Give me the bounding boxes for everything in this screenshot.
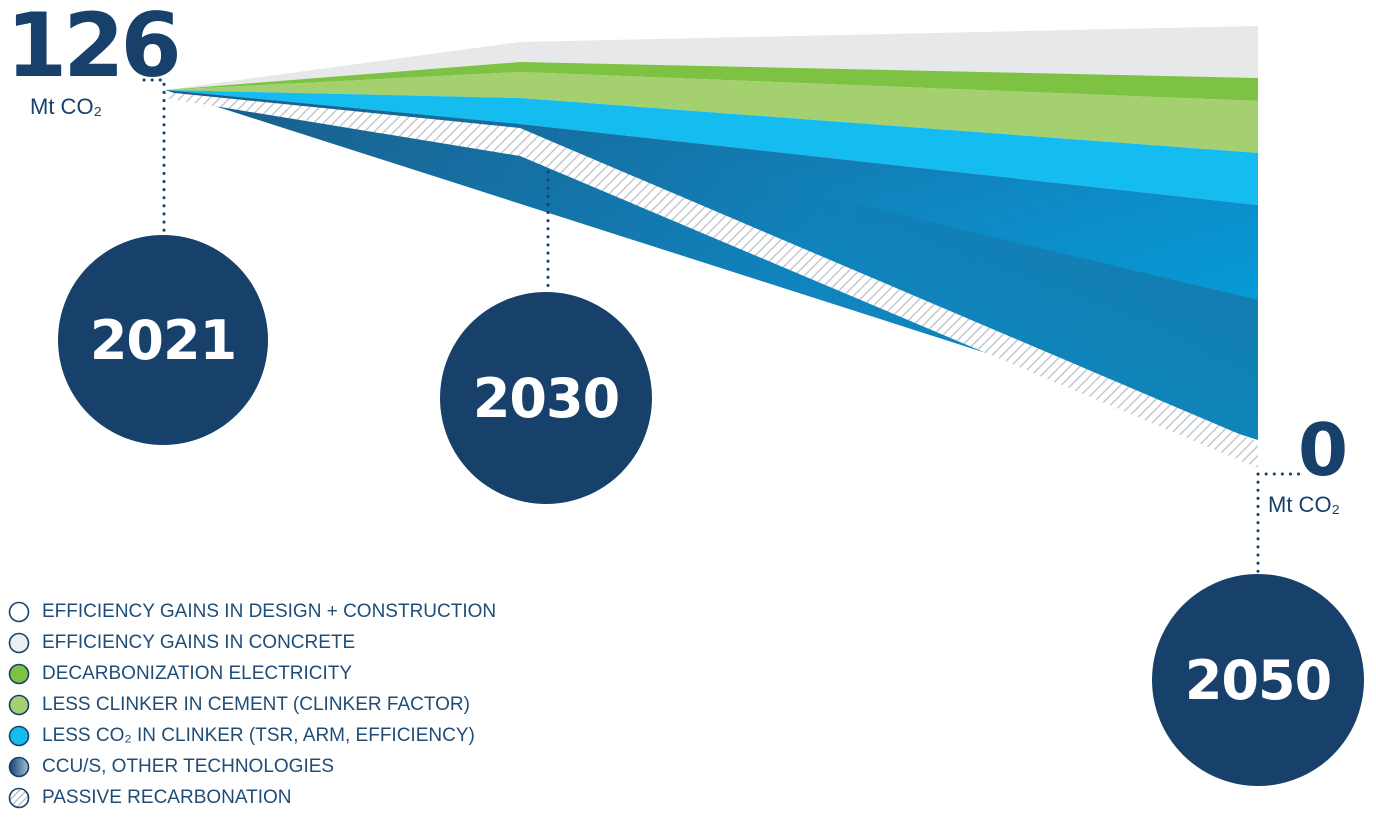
- legend-label: PASSIVE RECARBONATION: [42, 786, 292, 808]
- legend-label: DECARBONIZATION ELECTRICITY: [42, 662, 353, 684]
- legend-label: CCU/S, OTHER TECHNOLOGIES: [42, 755, 335, 777]
- year-circle-2050: 2050: [1152, 574, 1364, 786]
- legend-item: LESS CO₂ IN CLINKER (TSR, ARM, EFFICIENC…: [8, 720, 496, 751]
- end-value-number: 0: [1298, 408, 1349, 492]
- year-label-2030: 2030: [472, 366, 620, 430]
- area-clinker-factor: [165, 72, 1258, 153]
- legend-item: EFFICIENCY GAINS IN DESIGN + CONSTRUCTIO…: [8, 596, 496, 627]
- legend-swatch-light-green: [8, 694, 30, 715]
- legend-item: DECARBONIZATION ELECTRICITY: [8, 658, 496, 689]
- legend-swatch-cyan: [8, 725, 30, 746]
- legend-item: LESS CLINKER IN CEMENT (CLINKER FACTOR): [8, 689, 496, 720]
- connector-2050: [1256, 472, 1302, 578]
- legend: EFFICIENCY GAINS IN DESIGN + CONSTRUCTIO…: [8, 596, 496, 813]
- year-label-2050: 2050: [1184, 648, 1332, 712]
- year-circle-2030: 2030: [440, 292, 652, 504]
- start-value-number: 126: [6, 0, 182, 97]
- end-value-unit: Mt CO₂: [1268, 492, 1341, 517]
- legend-swatch-gradient-blue: [8, 756, 30, 777]
- legend-item: EFFICIENCY GAINS IN CONCRETE: [8, 627, 496, 658]
- year-circle-2021: 2021: [58, 235, 268, 445]
- legend-label: EFFICIENCY GAINS IN CONCRETE: [42, 631, 356, 653]
- area-ccus-shade: [165, 90, 1258, 440]
- legend-swatch-green: [8, 663, 30, 684]
- legend-swatch-outline-grey: [8, 632, 30, 653]
- legend-label: EFFICIENCY GAINS IN DESIGN + CONSTRUCTIO…: [42, 600, 497, 622]
- connectors: [142, 78, 1302, 578]
- area-electricity: [165, 62, 1258, 101]
- legend-item: PASSIVE RECARBONATION: [8, 782, 496, 813]
- connector-2021: [142, 78, 166, 242]
- area-clinker-co2: [165, 90, 1258, 205]
- legend-swatch-hatched: [8, 787, 30, 808]
- chart-areas: [165, 26, 1258, 468]
- legend-swatch-outline-white: [8, 601, 30, 622]
- legend-label: LESS CO₂ IN CLINKER (TSR, ARM, EFFICIENC…: [42, 724, 475, 746]
- area-concrete: [165, 26, 1258, 90]
- year-label-2021: 2021: [89, 308, 237, 372]
- legend-label: LESS CLINKER IN CEMENT (CLINKER FACTOR): [42, 693, 470, 715]
- start-value-unit: Mt CO₂: [30, 94, 103, 119]
- legend-item: CCU/S, OTHER TECHNOLOGIES: [8, 751, 496, 782]
